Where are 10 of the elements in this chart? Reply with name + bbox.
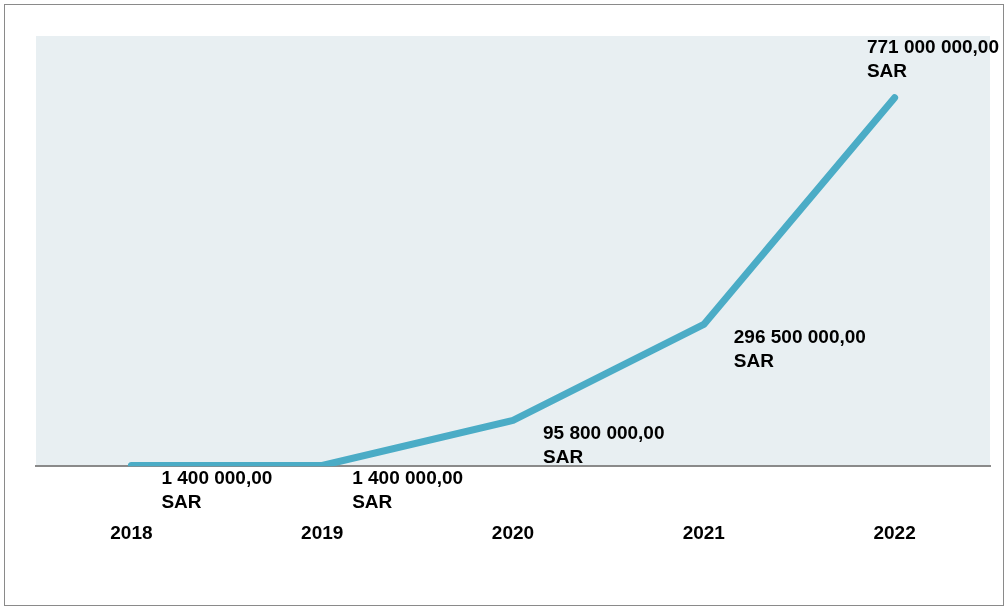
data-label: 296 500 000,00 SAR [733,325,866,371]
data-label: 771 000 000,00 SAR [866,35,1000,81]
x-tick-label: 2021 [682,521,726,543]
data-label: 95 800 000,00 SAR [543,421,665,467]
x-tick-label: 2019 [301,521,344,543]
x-tick-label: 2022 [873,521,916,543]
x-tick-label: 2018 [110,521,153,543]
data-label: 1 400 000,00 SAR [352,466,464,512]
data-label: 1 400 000,00 SAR [161,466,273,512]
x-tick-label: 2020 [491,521,535,543]
